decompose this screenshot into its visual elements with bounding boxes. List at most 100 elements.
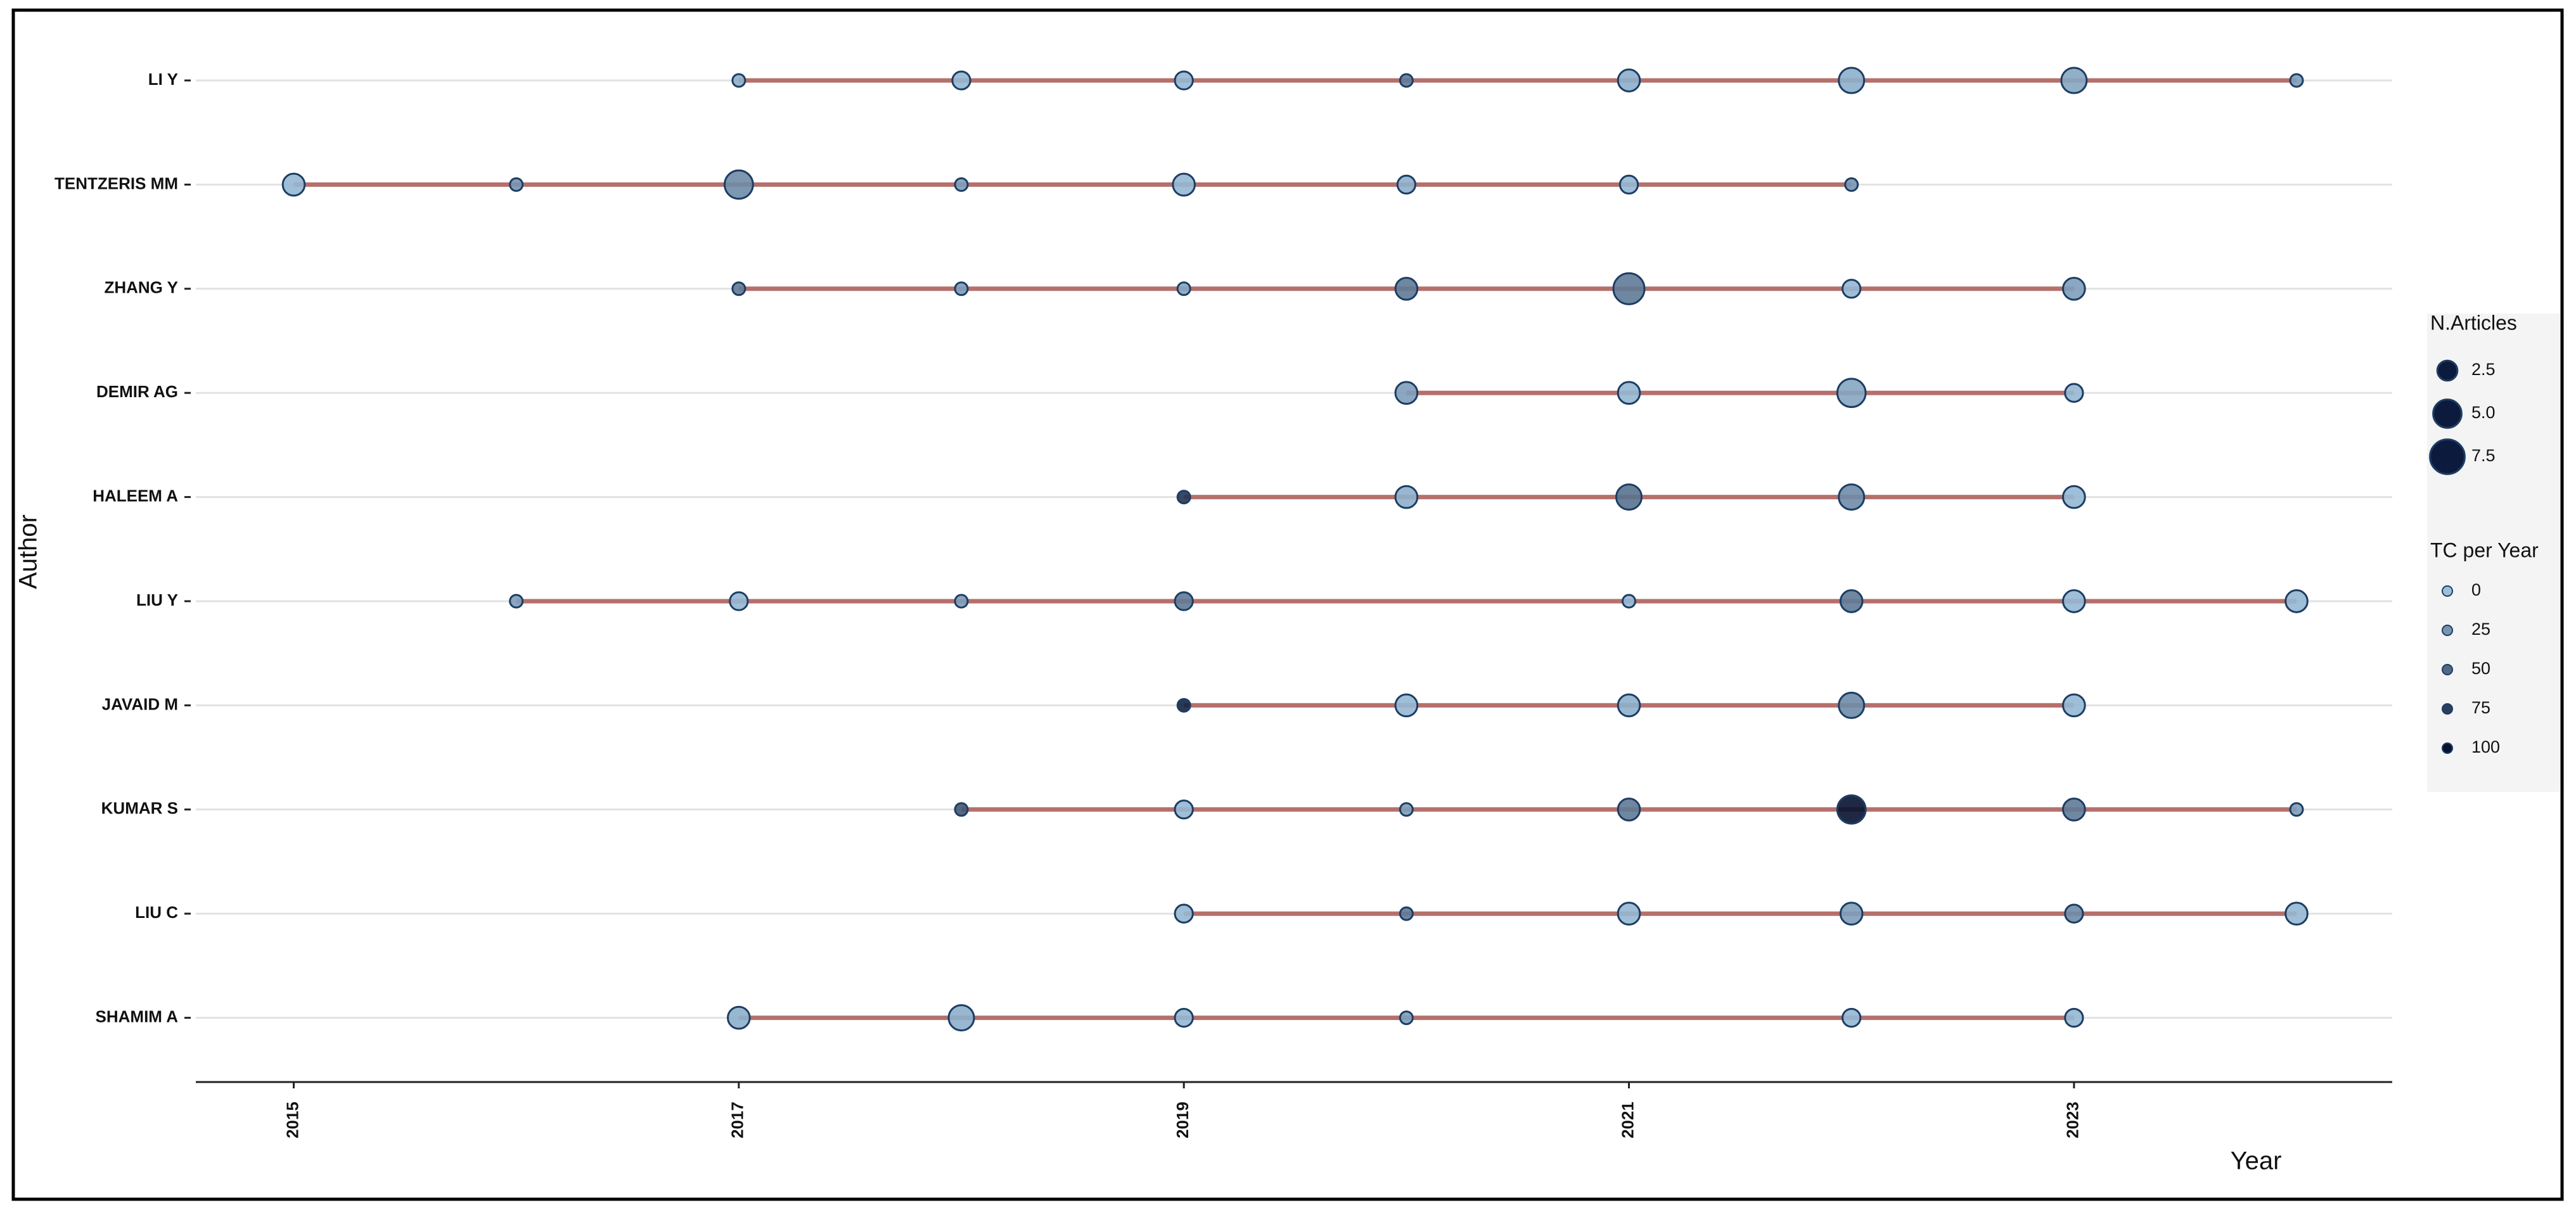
bubble xyxy=(1838,691,1866,719)
bubble xyxy=(1174,799,1194,820)
bubble xyxy=(1618,174,1639,195)
bubble xyxy=(1176,697,1191,713)
frame xyxy=(11,8,2564,1201)
legend-label: 7.5 xyxy=(2471,446,2496,465)
bubble xyxy=(1838,483,1866,511)
bubble xyxy=(954,177,969,192)
x-tick-label: 2021 xyxy=(1618,1102,1637,1138)
legend-label: 5.0 xyxy=(2471,403,2496,422)
bubble xyxy=(729,591,749,611)
legend-color-key xyxy=(2442,742,2453,754)
bubble xyxy=(1839,589,1864,613)
legend-title: TC per Year xyxy=(2430,538,2539,561)
bubble xyxy=(723,169,754,200)
bubble xyxy=(1394,485,1419,509)
bubble xyxy=(2062,589,2086,613)
bubble xyxy=(954,281,969,296)
legend-size-key xyxy=(2432,398,2463,429)
bubble xyxy=(1174,70,1194,91)
y-tick-label: SHAMIM A xyxy=(96,1007,179,1026)
legend-label: 25 xyxy=(2471,620,2490,639)
legend-size-key xyxy=(2429,438,2466,475)
bubble xyxy=(1844,177,1859,192)
y-tick-label: LIU Y xyxy=(136,590,178,609)
bubble xyxy=(1617,381,1641,405)
x-tick-label: 2019 xyxy=(1173,1102,1192,1138)
bubble xyxy=(281,172,306,197)
bubble xyxy=(1394,693,1419,718)
legend-color-key xyxy=(2442,585,2453,597)
y-tick-label: JAVAID M xyxy=(102,694,178,713)
bubble xyxy=(1836,378,1867,409)
bubble xyxy=(1394,276,1419,301)
legend-label: 50 xyxy=(2471,659,2490,678)
bubble xyxy=(1174,591,1194,611)
bubble xyxy=(954,594,969,609)
bubble xyxy=(1399,906,1414,921)
bubble xyxy=(1617,68,1641,92)
y-tick-label: DEMIR AG xyxy=(96,382,178,401)
bubble xyxy=(1617,901,1641,926)
y-tick-label: TENTZERIS MM xyxy=(54,174,178,193)
x-tick-label: 2017 xyxy=(728,1102,747,1138)
bubble xyxy=(1838,67,1866,94)
bubble xyxy=(1617,797,1641,822)
bubble xyxy=(1174,1007,1194,1028)
bubble xyxy=(1836,794,1867,825)
bubble xyxy=(1612,272,1646,305)
bubble xyxy=(2289,802,2304,817)
legend-label: 75 xyxy=(2471,698,2490,717)
legend-color-key xyxy=(2442,664,2453,675)
legend-label: 100 xyxy=(2471,737,2500,756)
legend-label: 0 xyxy=(2471,580,2481,599)
bubble xyxy=(947,1004,975,1032)
bubble xyxy=(2289,73,2304,88)
bubble xyxy=(2060,67,2088,94)
bubble xyxy=(1399,1010,1414,1026)
bubble xyxy=(1399,802,1414,817)
bubble xyxy=(1172,172,1196,197)
bubble xyxy=(731,281,747,296)
bubble xyxy=(1615,483,1643,511)
x-tick-label: 2023 xyxy=(2063,1102,2082,1138)
bubble xyxy=(1176,281,1191,296)
legend-color-key xyxy=(2442,625,2453,636)
bubble xyxy=(2064,903,2084,924)
bubble xyxy=(2064,383,2084,403)
y-tick-label: ZHANG Y xyxy=(104,278,178,297)
legend-size-key xyxy=(2436,359,2459,382)
bubble xyxy=(2062,797,2086,822)
bubble xyxy=(509,594,524,609)
legend-color-key xyxy=(2442,703,2453,715)
bubble xyxy=(1622,594,1637,609)
y-tick-label: KUMAR S xyxy=(101,799,178,818)
bubble xyxy=(2284,589,2309,613)
bubble xyxy=(2062,693,2086,718)
y-tick-label: LIU C xyxy=(135,903,178,922)
bubble xyxy=(2062,485,2086,509)
bubble xyxy=(1399,73,1414,88)
bubble xyxy=(1842,1007,1862,1028)
y-tick-label: HALEEM A xyxy=(93,486,178,505)
bubble xyxy=(727,1005,751,1030)
bubble xyxy=(1174,903,1194,924)
y-axis-title: Author xyxy=(15,514,42,589)
x-axis-title: Year xyxy=(2231,1147,2282,1175)
y-tick-label: LI Y xyxy=(148,70,178,89)
bubble xyxy=(954,802,969,817)
bubble xyxy=(951,70,971,91)
bubble xyxy=(1176,490,1191,505)
bubble xyxy=(1394,381,1419,405)
bubble xyxy=(2064,1007,2084,1028)
bubble xyxy=(1842,279,1862,299)
bubble xyxy=(1617,693,1641,718)
bubble xyxy=(1839,901,1864,926)
bubble xyxy=(731,73,747,88)
legend-title: N.Articles xyxy=(2430,311,2517,334)
bubble xyxy=(2284,901,2309,926)
legend-label: 2.5 xyxy=(2471,360,2496,379)
bubble xyxy=(2062,276,2086,301)
bubble xyxy=(509,177,524,192)
